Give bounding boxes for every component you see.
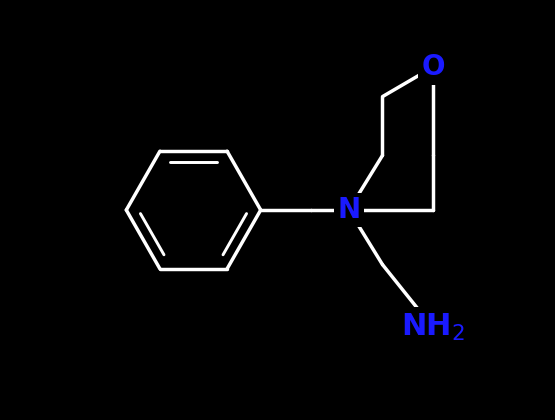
Text: N: N [337, 196, 360, 224]
Text: O: O [421, 53, 445, 81]
Text: NH$_2$: NH$_2$ [401, 312, 465, 343]
